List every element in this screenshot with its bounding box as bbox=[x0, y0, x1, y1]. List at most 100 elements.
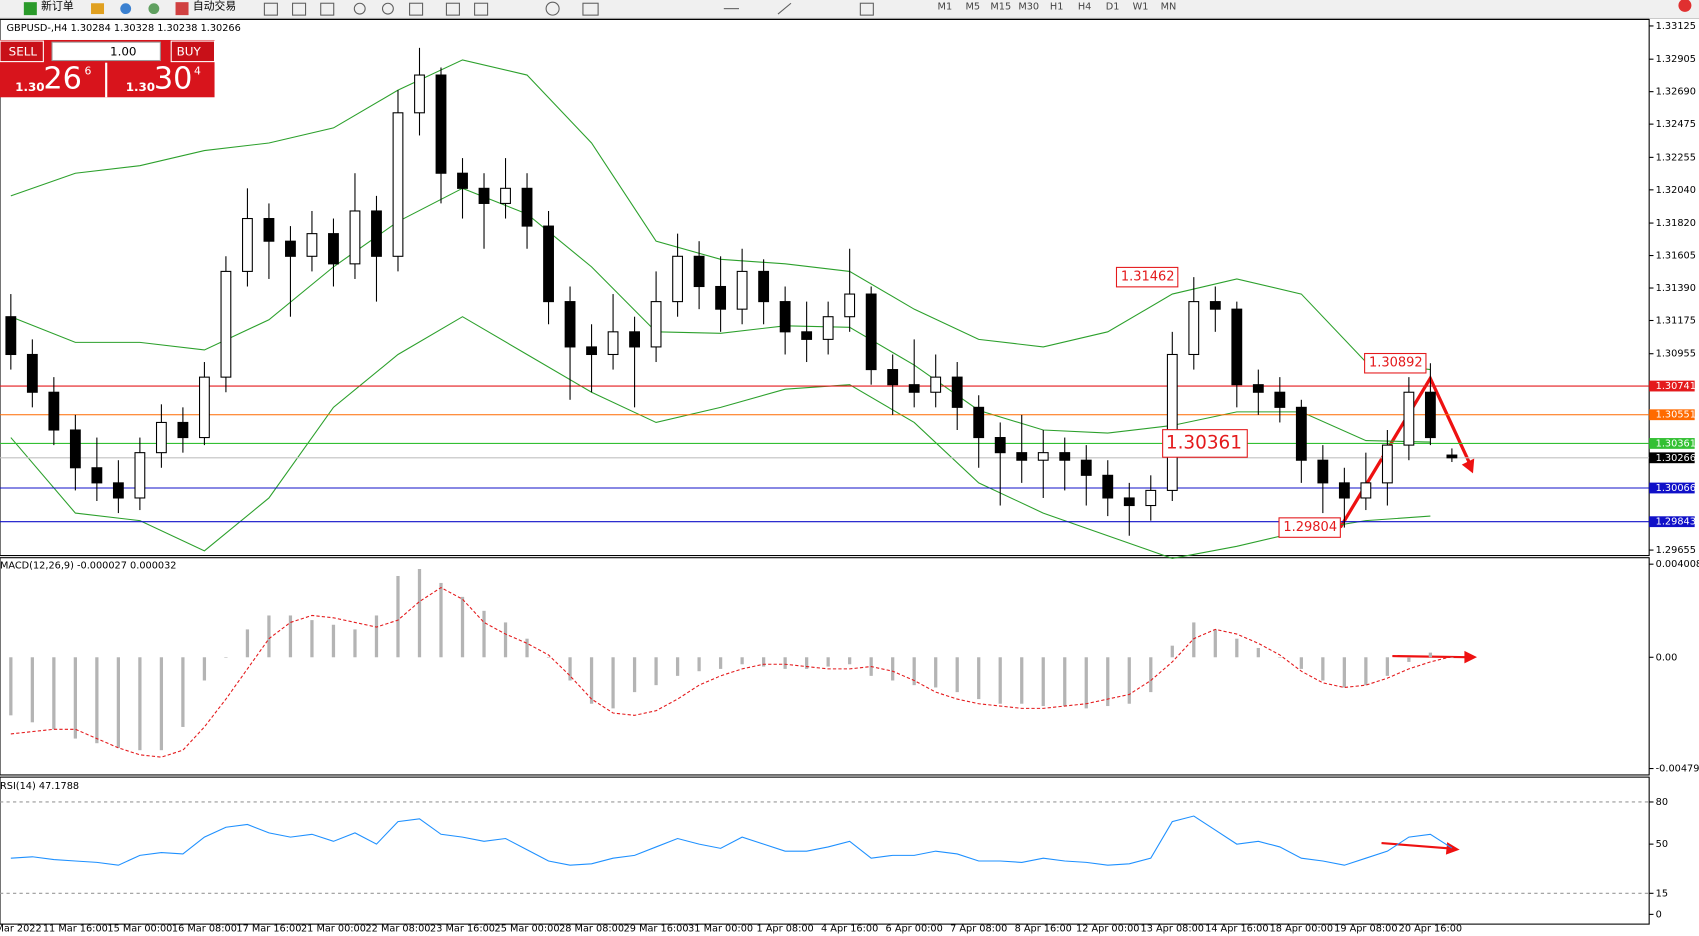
candle-body bbox=[844, 293, 856, 318]
candle-body bbox=[1016, 452, 1028, 461]
candle-body bbox=[1360, 482, 1372, 499]
tool-icon[interactable] bbox=[320, 2, 335, 16]
macd-bar bbox=[762, 657, 766, 667]
candle-body bbox=[5, 316, 17, 356]
macd-bar bbox=[1321, 657, 1325, 681]
y-tick-label: -0.00479 bbox=[1656, 764, 1699, 775]
tool-icon[interactable] bbox=[582, 2, 599, 16]
y-tick-label: 0.00 bbox=[1656, 652, 1678, 663]
macd-bar bbox=[73, 657, 77, 739]
macd-bar bbox=[1299, 657, 1303, 669]
macd-bar bbox=[1041, 657, 1045, 707]
sell-button[interactable] bbox=[0, 40, 44, 63]
macd-bar bbox=[805, 657, 809, 669]
tool-icon[interactable] bbox=[91, 3, 105, 15]
candle-body bbox=[414, 74, 425, 114]
candle-body bbox=[220, 270, 232, 378]
x-tick-label: 19 Apr 08:00 bbox=[1334, 923, 1397, 934]
candle-body bbox=[801, 331, 813, 340]
tool-icon[interactable] bbox=[474, 2, 489, 16]
macd-bar bbox=[95, 657, 99, 744]
level-label: 1.30741 bbox=[1656, 381, 1696, 392]
candle-body bbox=[1166, 353, 1178, 491]
candle-body bbox=[371, 210, 382, 257]
candle-body bbox=[930, 376, 942, 393]
macd-pane bbox=[0, 557, 1650, 776]
macd-bar bbox=[1364, 657, 1368, 686]
timeframes: M1 M5 M15 M30 H1 H4 D1 W1 MN bbox=[938, 1, 1177, 12]
tool-icon[interactable] bbox=[545, 1, 560, 16]
y-tick-label: 1.32040 bbox=[1656, 185, 1696, 196]
y-tick-label: 15 bbox=[1656, 888, 1668, 899]
timeframe-button[interactable]: MN bbox=[1161, 1, 1177, 12]
lot-value[interactable]: 1.00 bbox=[110, 44, 137, 58]
macd-bar bbox=[482, 610, 486, 658]
x-tick-label: 29 Mar 16:00 bbox=[624, 923, 689, 934]
timeframe-button[interactable]: W1 bbox=[1133, 1, 1149, 12]
tool-icon[interactable] bbox=[120, 3, 132, 15]
tool-icon[interactable] bbox=[292, 2, 307, 16]
buy-price[interactable]: 30 bbox=[154, 62, 193, 97]
macd-bar bbox=[675, 657, 680, 676]
y-tick-label: 1.31605 bbox=[1656, 251, 1696, 262]
timeframe-button[interactable]: H4 bbox=[1078, 1, 1092, 12]
candle-body bbox=[1317, 459, 1329, 484]
candle-body bbox=[586, 346, 597, 356]
lot-input[interactable] bbox=[51, 41, 161, 62]
macd-bar bbox=[159, 657, 164, 751]
macd-bar bbox=[116, 657, 121, 748]
candle-body bbox=[629, 331, 640, 348]
tool-icon[interactable] bbox=[148, 3, 160, 15]
tool-icon[interactable] bbox=[409, 2, 424, 16]
tool-icon[interactable] bbox=[353, 2, 366, 15]
macd-bar bbox=[1170, 645, 1174, 658]
tool-icon[interactable] bbox=[263, 2, 278, 16]
timeframe-button[interactable]: M30 bbox=[1018, 1, 1039, 12]
auto-trading-icon[interactable] bbox=[175, 2, 189, 16]
macd-bar bbox=[1213, 629, 1217, 658]
timeframe-button[interactable]: H1 bbox=[1050, 1, 1064, 12]
timeframe-button[interactable]: M5 bbox=[966, 1, 981, 12]
macd-bar bbox=[934, 657, 938, 688]
x-tick-label: 13 Apr 08:00 bbox=[1141, 923, 1204, 934]
auto-trading-button[interactable]: 自动交易 bbox=[193, 0, 236, 12]
new-order-icon[interactable] bbox=[23, 2, 37, 16]
price-annotation: 1.31462 bbox=[1121, 270, 1175, 285]
macd-bar bbox=[1235, 638, 1239, 658]
buy-label[interactable]: BUY bbox=[177, 44, 202, 58]
new-order-button[interactable]: 新订单 bbox=[41, 0, 74, 12]
candle-body bbox=[328, 233, 339, 265]
macd-bar bbox=[1192, 622, 1196, 658]
candle-body bbox=[198, 376, 210, 439]
price-pane bbox=[0, 18, 1650, 557]
x-tick-label: 23 Mar 16:00 bbox=[430, 923, 495, 934]
timeframe-button[interactable]: M1 bbox=[938, 1, 953, 12]
timeframe-button[interactable]: D1 bbox=[1106, 1, 1120, 12]
macd-bar bbox=[30, 657, 34, 723]
tool-icon[interactable] bbox=[381, 2, 394, 15]
toolbar bbox=[0, 0, 1699, 19]
candle-body bbox=[263, 217, 275, 242]
timeframe-button[interactable]: M15 bbox=[990, 1, 1011, 12]
alert-icon[interactable] bbox=[1678, 0, 1692, 12]
y-tick-label: 1.32690 bbox=[1656, 87, 1696, 98]
sell-price[interactable]: 26 bbox=[43, 62, 82, 97]
macd-bar bbox=[912, 657, 916, 686]
macd-bar bbox=[826, 657, 830, 667]
candle-body bbox=[112, 482, 124, 499]
x-tick-label: 17 Mar 16:00 bbox=[236, 923, 301, 934]
x-tick-label: 14 Apr 16:00 bbox=[1205, 923, 1268, 934]
level-tag bbox=[1649, 380, 1695, 392]
buy-button[interactable] bbox=[170, 40, 216, 63]
y-tick-label: 1.31820 bbox=[1656, 218, 1696, 229]
candle-body bbox=[48, 391, 60, 431]
level-label: 1.30266 bbox=[1656, 453, 1696, 464]
x-tick-label: 15 Mar 00:00 bbox=[107, 923, 172, 934]
tool-icon[interactable] bbox=[777, 2, 792, 15]
tool-icon[interactable] bbox=[859, 2, 874, 16]
sell-label[interactable]: SELL bbox=[9, 44, 38, 58]
macd-title: MACD(12,26,9) -0.000027 0.000032 bbox=[0, 560, 176, 571]
price-annotation-box bbox=[1364, 352, 1427, 374]
tool-icon[interactable] bbox=[445, 2, 460, 16]
macd-bar bbox=[525, 638, 529, 658]
